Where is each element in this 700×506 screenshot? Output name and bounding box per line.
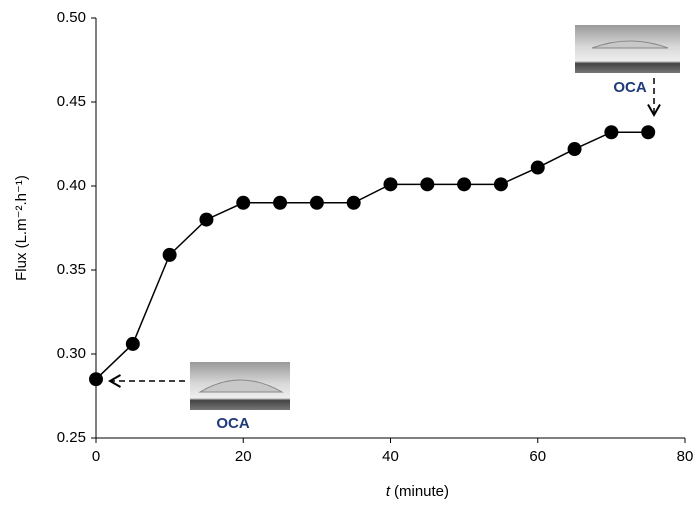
data-point [567,142,582,157]
x-tick-label: 40 [382,448,399,465]
data-point [604,125,619,140]
y-tick-label: 0.25 [57,429,86,446]
y-axis-label: Flux (L.m⁻².h⁻¹) [13,175,30,281]
y-tick-label: 0.30 [57,345,86,362]
data-point [530,160,545,175]
data-point [493,177,508,192]
annotation: OCA [613,79,647,96]
y-tick-label: 0.40 [57,177,86,194]
data-point [309,195,324,210]
data-point [457,177,472,192]
series-line [95,131,649,380]
x-tick-label: 80 [677,448,694,465]
x-tick-label: 0 [92,448,100,465]
data-point [199,212,214,227]
x-tick-label: 20 [235,448,252,465]
data-point [346,195,361,210]
x-axis-label-var: t [386,483,391,500]
data-point [236,195,251,210]
data-point [89,372,103,387]
data-point [383,177,398,192]
x-tick-label: 60 [529,448,546,465]
data-point [162,247,177,262]
y-tick-label: 0.50 [57,9,86,26]
data-point [420,177,435,192]
data-point [641,125,656,140]
y-tick-label: 0.45 [57,93,86,110]
inset-image [575,25,680,73]
y-tick-label: 0.35 [57,261,86,278]
data-point [273,195,288,210]
inset-image [190,362,290,410]
annotation: OCA [216,415,250,432]
x-axis-label-unit: (minute) [394,483,449,500]
data-point [125,336,140,351]
